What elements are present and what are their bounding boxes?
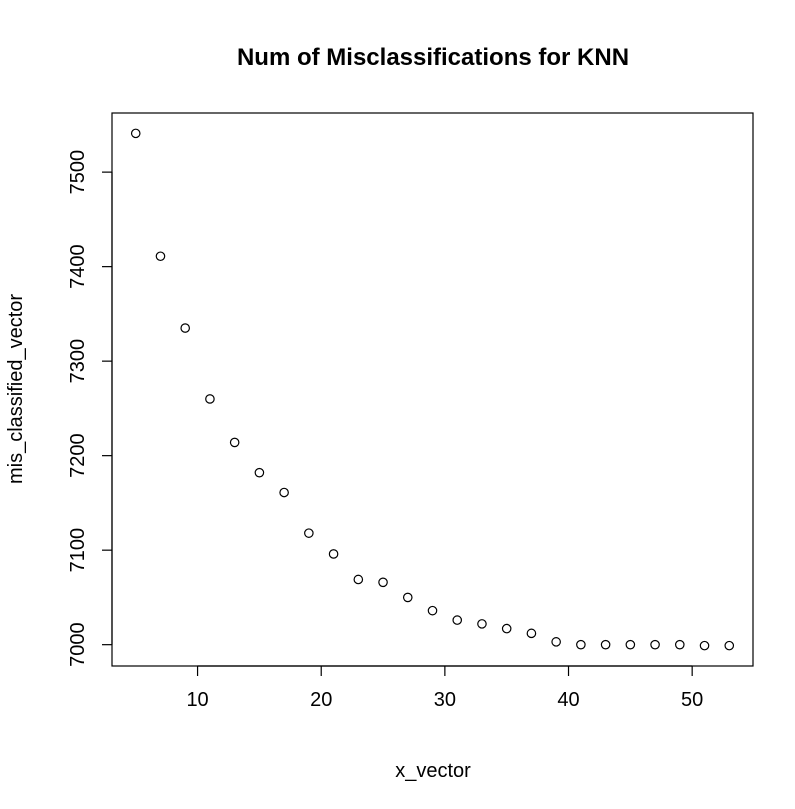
data-points (130, 128, 735, 651)
data-point (452, 615, 463, 625)
data-point (576, 639, 586, 650)
data-point (155, 251, 166, 262)
data-point (254, 467, 265, 478)
data-point (180, 323, 191, 333)
data-point (699, 640, 710, 651)
y-tick-label: 7000 (67, 622, 89, 667)
data-point (353, 574, 364, 585)
data-point (130, 128, 141, 139)
y-tick-label: 7100 (67, 528, 89, 573)
data-point (477, 619, 487, 629)
data-point (205, 394, 215, 404)
y-tick-label: 7400 (67, 244, 89, 289)
data-point (229, 437, 240, 448)
data-point (650, 639, 660, 650)
chart-title: Num of Misclassifications for KNN (237, 44, 629, 71)
data-point (674, 639, 685, 650)
data-point (501, 623, 512, 634)
data-point (551, 637, 561, 647)
data-point (328, 549, 339, 559)
x-tick-label: 10 (186, 689, 208, 711)
data-point (427, 605, 438, 616)
y-tick-label: 7500 (67, 150, 89, 195)
data-point (526, 628, 537, 639)
data-point (625, 639, 636, 650)
x-tick-label: 20 (310, 689, 332, 711)
data-point (600, 639, 611, 650)
data-point (402, 592, 413, 603)
data-point (724, 640, 735, 651)
x-axis-label: x_vector (395, 760, 471, 782)
plot-box (111, 112, 754, 667)
data-point (378, 577, 388, 588)
y-axis: 7000 7100 7200 7300 7400 7500 (67, 150, 113, 667)
data-point (279, 487, 289, 498)
y-tick-label: 7200 (67, 433, 89, 478)
x-axis: 10 20 30 40 50 (186, 665, 703, 711)
data-point (304, 528, 314, 538)
x-tick-label: 50 (681, 689, 703, 711)
y-tick-label: 7300 (67, 339, 89, 384)
y-axis-label: mis_classified_vector (5, 294, 27, 484)
x-tick-label: 30 (434, 689, 456, 711)
x-tick-label: 40 (557, 689, 579, 711)
